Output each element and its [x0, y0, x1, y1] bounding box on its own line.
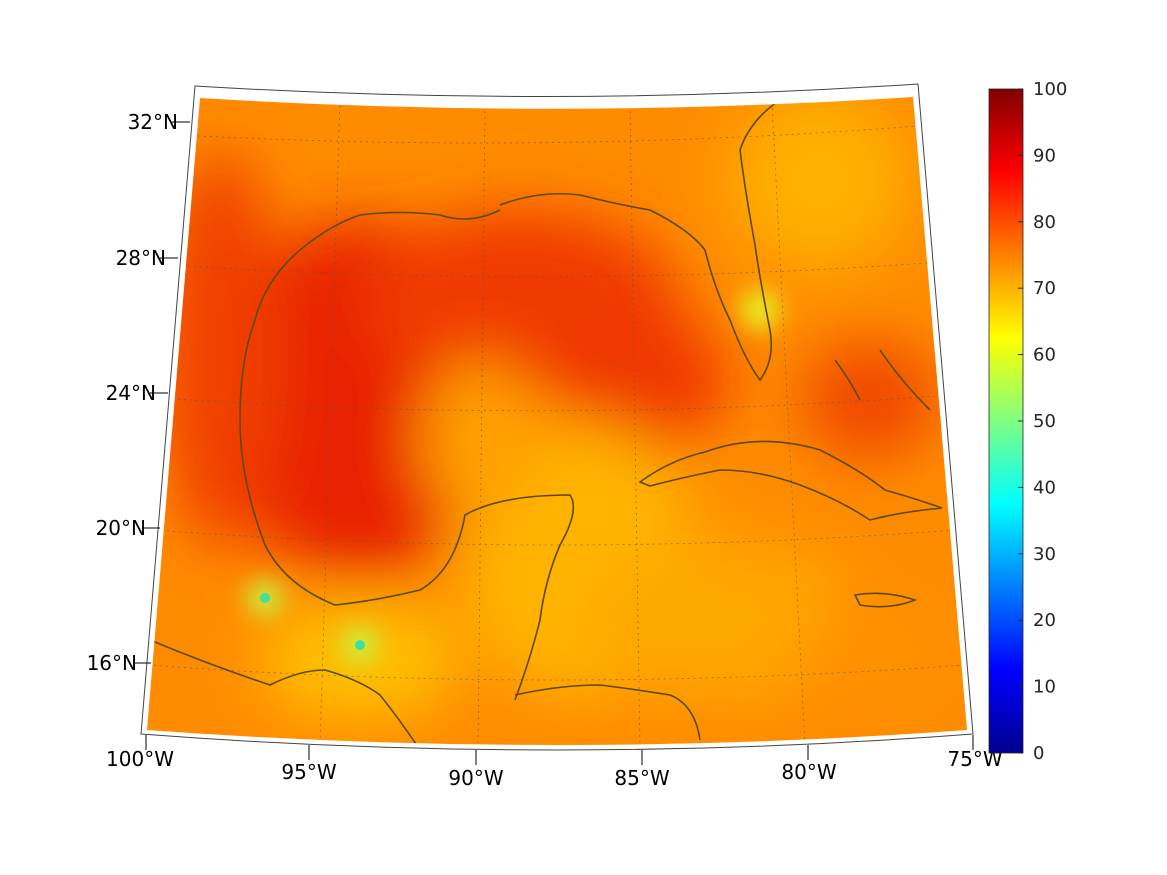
axis-ticks: [133, 121, 974, 765]
lon-label: 80°W: [781, 760, 836, 784]
colorbar-tick-label: 70: [1033, 278, 1056, 299]
colorbar-tick-label: 80: [1033, 212, 1056, 233]
lon-label: 85°W: [614, 766, 669, 790]
colorbar-tick-label: 50: [1033, 411, 1056, 432]
lat-label: 28°N: [116, 246, 166, 270]
lon-label: 100°W: [106, 747, 174, 771]
lon-label: 90°W: [448, 766, 503, 790]
colorbar-tick-label: 20: [1033, 610, 1056, 631]
lon-label: 95°W: [281, 760, 336, 784]
lat-label: 20°N: [96, 516, 146, 540]
colorbar-tick-label: 90: [1033, 145, 1056, 166]
map-frame: [140, 83, 974, 751]
colorbar-tick-label: 100: [1033, 79, 1067, 100]
colorbar-tick-label: 60: [1033, 345, 1056, 366]
graticule: [147, 99, 966, 745]
colorbar-tick-label: 30: [1033, 544, 1056, 565]
lat-label: 32°N: [128, 110, 178, 134]
colorbar: [988, 88, 1024, 754]
lat-label: 24°N: [106, 381, 156, 405]
colorbar-tick-label: 10: [1033, 677, 1056, 698]
colorbar-tick-label: 40: [1033, 477, 1056, 498]
coastline: [149, 99, 943, 745]
lat-label: 16°N: [87, 651, 137, 675]
colorbar-tick-label: 0: [1033, 743, 1044, 764]
data-field: [147, 97, 967, 745]
